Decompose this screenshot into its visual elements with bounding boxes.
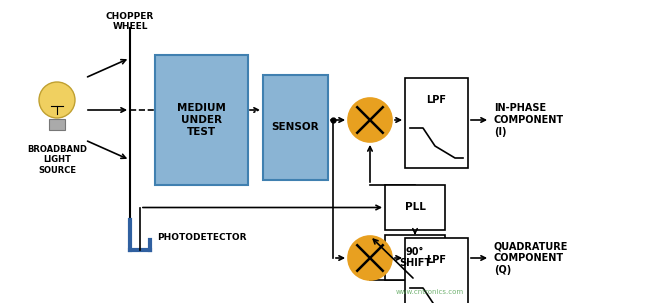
Text: MEDIUM
UNDER
TEST: MEDIUM UNDER TEST [177, 103, 226, 137]
Bar [263, 75, 328, 180]
Bar [405, 78, 468, 168]
Circle shape [39, 82, 75, 118]
Bar [385, 185, 445, 230]
Text: LPF: LPF [426, 255, 446, 265]
Bar [49, 119, 65, 130]
Bar [385, 235, 445, 280]
Text: IN-PHASE
COMPONENT
(I): IN-PHASE COMPONENT (I) [494, 103, 564, 137]
Text: LPF: LPF [426, 95, 446, 105]
Text: CHOPPER
WHEEL: CHOPPER WHEEL [106, 12, 154, 32]
Text: PHOTODETECTOR: PHOTODETECTOR [157, 234, 247, 242]
Text: SENSOR: SENSOR [272, 122, 320, 132]
Text: 90°
SHIFT: 90° SHIFT [399, 247, 431, 268]
Text: QUADRATURE
COMPONENT
(Q): QUADRATURE COMPONENT (Q) [494, 241, 568, 275]
Circle shape [348, 236, 392, 280]
Bar [405, 238, 468, 303]
Text: BROADBAND
LIGHT
SOURCE: BROADBAND LIGHT SOURCE [27, 145, 87, 175]
Bar [155, 55, 248, 185]
Text: www.cntronics.com: www.cntronics.com [396, 289, 464, 295]
Circle shape [348, 98, 392, 142]
Text: PLL: PLL [404, 202, 426, 212]
